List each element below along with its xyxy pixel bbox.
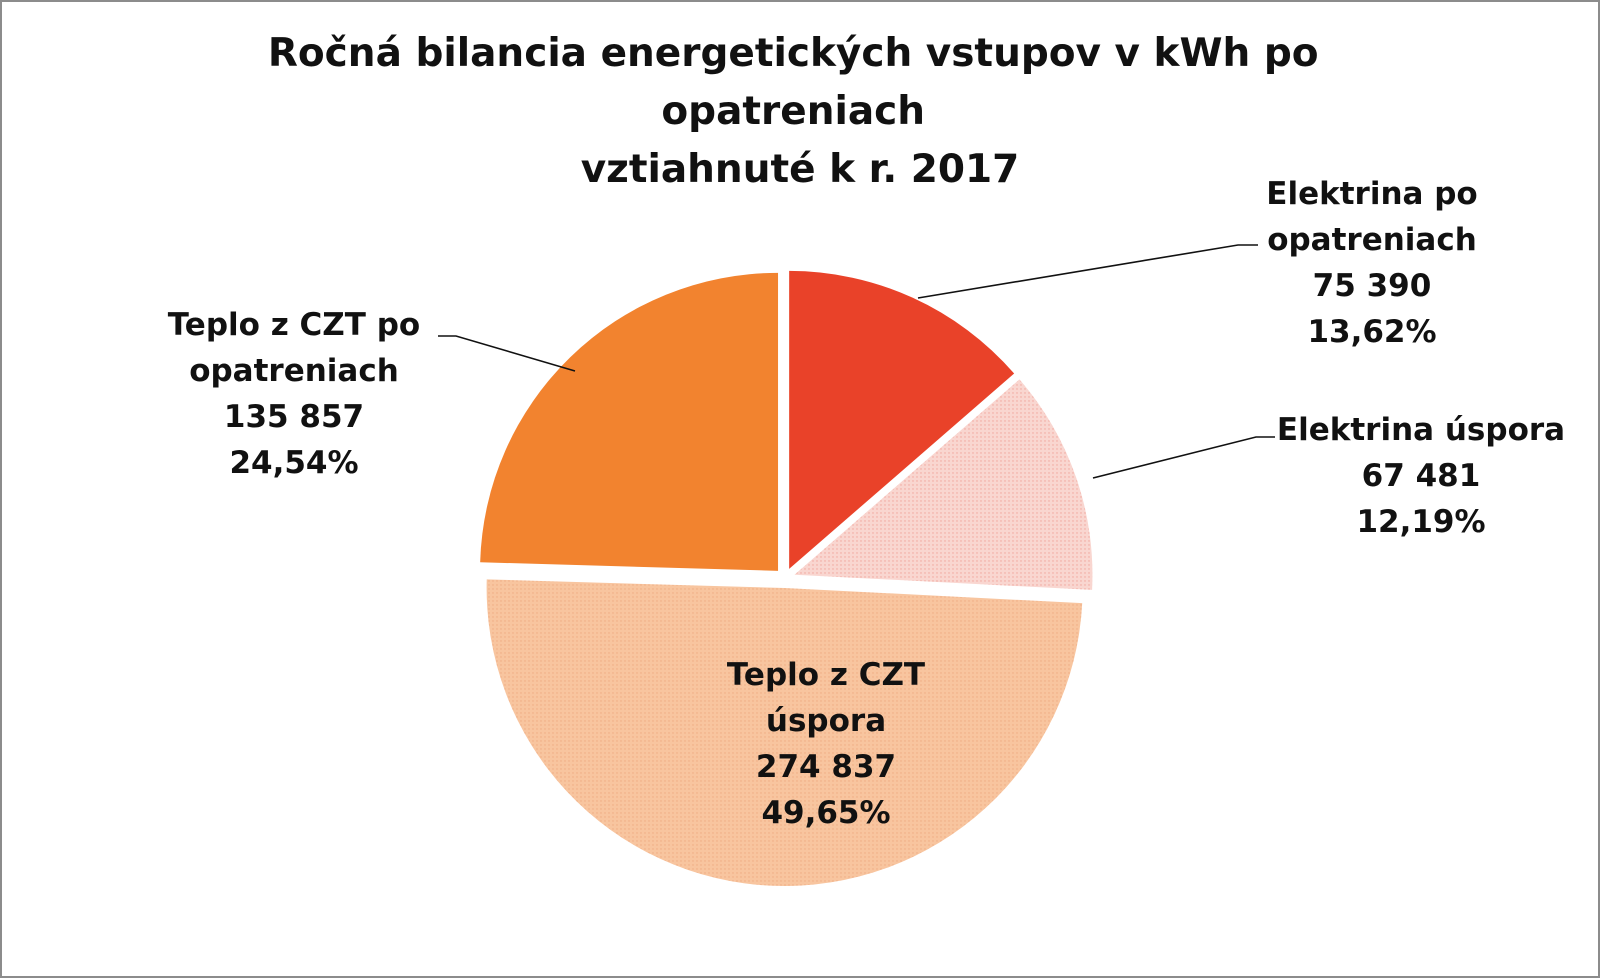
- slice-czt-po: [480, 272, 779, 571]
- slice-label-czt-uspora-value: 274 837: [756, 749, 896, 785]
- chart-title: Ročná bilancia energetických vstupov v k…: [268, 31, 1332, 192]
- slice-label-czt-po-value: 135 857: [224, 399, 364, 435]
- slice-label-czt-po: Teplo z CZT po opatreniach 135 857 24,54…: [168, 307, 420, 481]
- slice-label-el-po-name: Elektrina po: [1266, 176, 1477, 212]
- slice-label-el-uspora-percent: 12,19%: [1356, 504, 1485, 540]
- leader-line-czt-po: [438, 335, 576, 372]
- slice-label-czt-po-name: Teplo z CZT po: [168, 307, 420, 343]
- slice-label-el-uspora-value: 67 481: [1362, 458, 1481, 494]
- slice-label-el-uspora-name: Elektrina úspora: [1277, 412, 1565, 448]
- slice-label-czt-uspora-name-2: úspora: [766, 703, 886, 739]
- leader-line-el-po: [917, 244, 1258, 299]
- slice-el-po: [789, 270, 1015, 569]
- slice-label-czt-po-name-2: opatreniach: [189, 353, 399, 389]
- chart-title-line-1: Ročná bilancia energetických vstupov v k…: [268, 31, 1319, 76]
- slice-el-uspora: [794, 379, 1093, 590]
- slice-label-czt-uspora-percent: 49,65%: [761, 795, 890, 831]
- slice-label-czt-po-percent: 24,54%: [229, 445, 358, 481]
- slice-label-el-po-name-2: opatreniach: [1267, 222, 1477, 258]
- slice-label-el-po: Elektrina po opatreniach 75 390 13,62%: [1266, 176, 1477, 350]
- slice-label-el-uspora: Elektrina úspora 67 481 12,19%: [1277, 412, 1565, 540]
- slice-label-el-po-percent: 13,62%: [1307, 314, 1436, 350]
- slice-label-el-po-value: 75 390: [1313, 268, 1432, 304]
- pie-slices: [480, 270, 1093, 886]
- leader-lines: [438, 244, 1275, 479]
- slice-czt-uspora: [486, 579, 1083, 886]
- slice-label-czt-uspora-name: Teplo z CZT: [727, 657, 925, 693]
- chart-title-line-2: opatreniach: [661, 89, 925, 134]
- slice-label-czt-uspora: Teplo z CZT úspora 274 837 49,65%: [727, 657, 925, 831]
- chart-title-line-3: vztiahnuté k r. 2017: [581, 147, 1020, 192]
- leader-line-el-uspora: [1092, 436, 1275, 479]
